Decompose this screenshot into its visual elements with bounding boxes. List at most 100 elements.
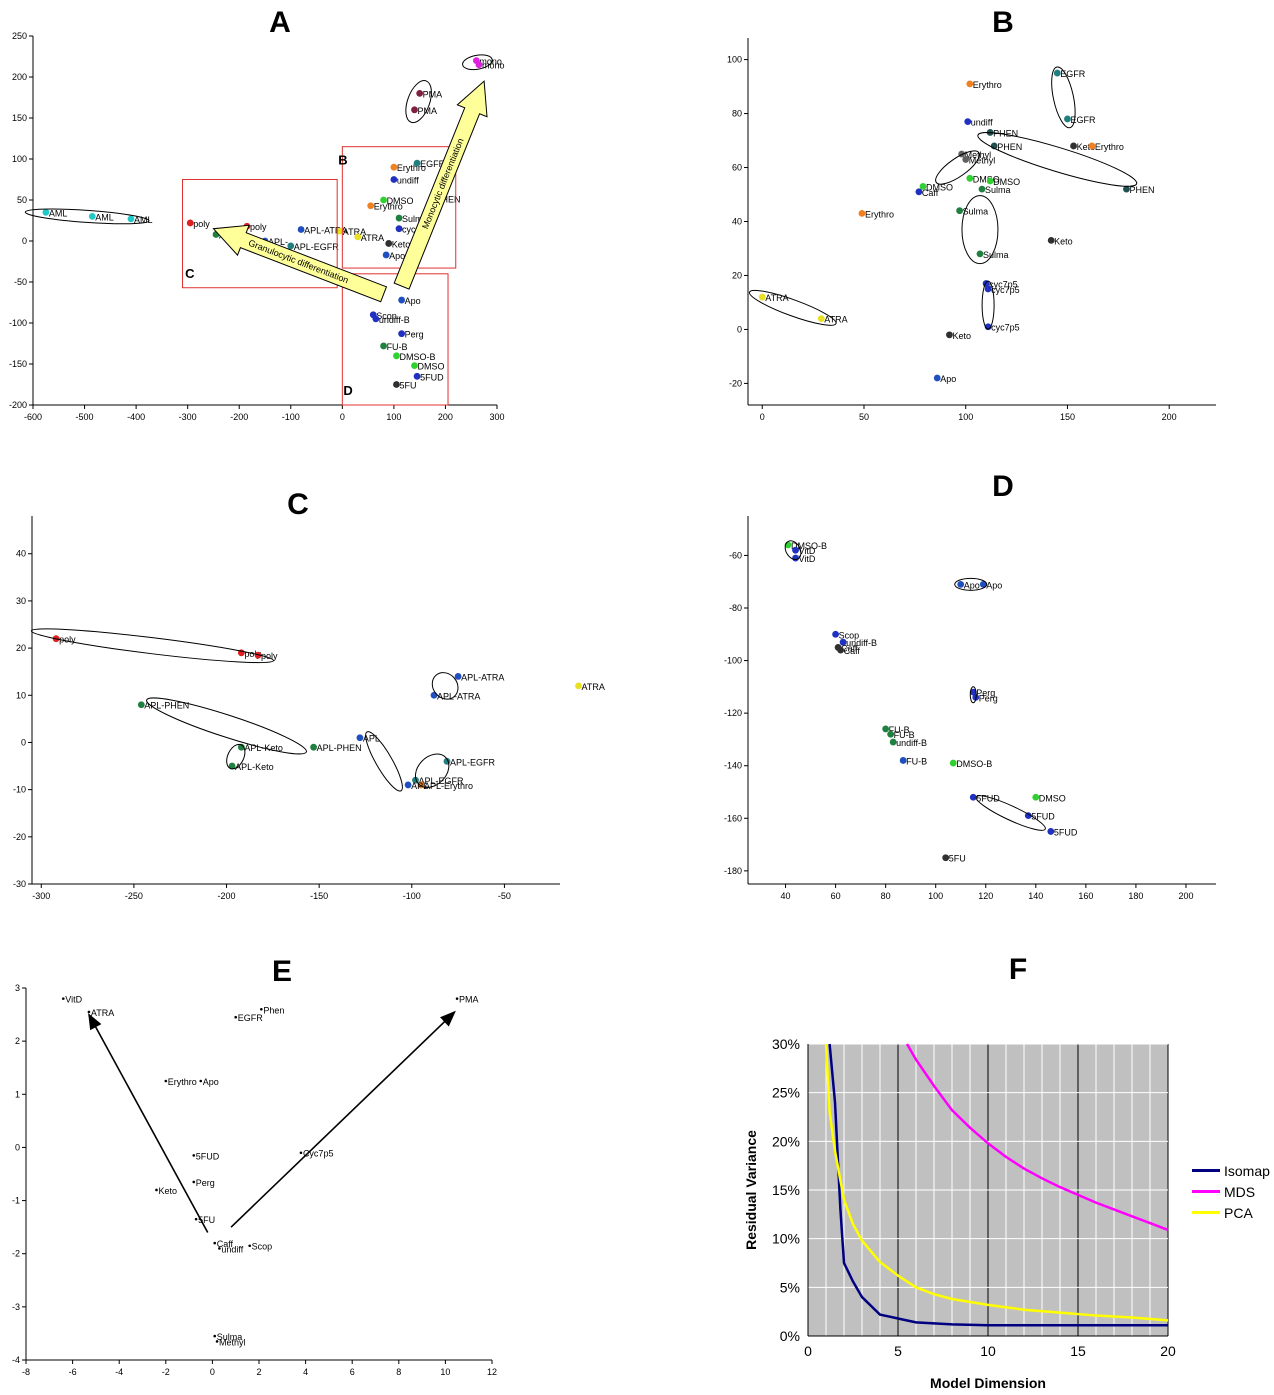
point-label: APL-Erythro bbox=[424, 781, 473, 791]
data-point bbox=[919, 183, 927, 190]
point-label: APL-PHEN bbox=[317, 743, 362, 753]
panel-b-title: B bbox=[992, 6, 1014, 39]
y-tick-label: -10 bbox=[13, 785, 26, 795]
x-tick-label: 6 bbox=[350, 1367, 355, 1377]
data-point bbox=[287, 242, 295, 250]
data-point bbox=[986, 177, 994, 185]
y-tick-label: -140 bbox=[724, 761, 742, 771]
y-tick-label: 10 bbox=[16, 690, 26, 700]
data-point bbox=[393, 352, 400, 360]
point-label: cyc bbox=[402, 225, 416, 235]
data-point bbox=[933, 374, 941, 382]
point-label: undiff bbox=[397, 176, 419, 186]
x-tick-label: 200 bbox=[1162, 412, 1177, 422]
cluster-ellipse bbox=[365, 731, 403, 792]
data-point bbox=[137, 701, 145, 709]
data-point bbox=[411, 106, 418, 114]
y-tick-label: -3 bbox=[12, 1302, 20, 1312]
y-tick-label: -160 bbox=[724, 813, 742, 823]
data-point bbox=[964, 118, 972, 126]
data-point bbox=[1123, 185, 1130, 193]
x-tick-label: 20 bbox=[1160, 1343, 1176, 1359]
y-tick-label: 5% bbox=[780, 1279, 800, 1295]
data-point bbox=[87, 1010, 91, 1014]
y-tick-label: 20 bbox=[732, 270, 742, 280]
chart-d: 40 60 80 100 120 140 160 180 200 -180 -160 -140 -120… bbox=[724, 516, 1216, 901]
x-tick-label: 0 bbox=[340, 412, 345, 422]
data-point bbox=[575, 682, 582, 690]
cluster-ellipse bbox=[784, 540, 802, 561]
data-point bbox=[962, 156, 970, 163]
panel-c-title: C bbox=[287, 488, 309, 521]
zoom-box-label: D bbox=[343, 383, 352, 398]
data-point bbox=[969, 793, 977, 801]
x-tick-label: 160 bbox=[1078, 891, 1093, 901]
data-point bbox=[336, 227, 344, 235]
y-tick-label: 0 bbox=[22, 236, 27, 246]
data-point bbox=[367, 202, 375, 210]
x-tick-label: -150 bbox=[310, 891, 328, 901]
chart-b: 0 50 100 150 200 -20 0 20 40 60 80 100 EGFR Erythro EG… bbox=[727, 38, 1216, 422]
data-point bbox=[234, 1015, 237, 1019]
point-label: 5FU bbox=[949, 854, 966, 864]
point-label: cyc7p5 bbox=[991, 285, 1020, 295]
data-point bbox=[915, 188, 923, 196]
y-tick-label: 2 bbox=[15, 1036, 20, 1046]
point-label: 5FU bbox=[198, 1215, 215, 1225]
point-label: Apo bbox=[940, 374, 956, 384]
y-tick-label: 250 bbox=[12, 31, 27, 41]
point-label: DMSO bbox=[973, 174, 1000, 184]
point-label: PMA bbox=[423, 89, 443, 99]
panel-e-title: E bbox=[271, 955, 292, 988]
point-label: Erythro bbox=[374, 202, 403, 212]
zoom-box bbox=[182, 179, 338, 289]
y-tick-label: -2 bbox=[12, 1249, 20, 1259]
point-label: Keto bbox=[952, 331, 971, 341]
data-point bbox=[969, 688, 977, 696]
data-point bbox=[966, 174, 974, 182]
chart-a: -600 -500 -400 -300 -200 -100 0 100 200 300-200-1… bbox=[9, 31, 505, 422]
point-label: 5FUD bbox=[976, 793, 1000, 803]
y-tick-label: -30 bbox=[13, 879, 26, 889]
data-point bbox=[413, 372, 421, 380]
data-point bbox=[889, 738, 897, 746]
point-label: APL-EGFR bbox=[294, 242, 340, 252]
series-line-isomap bbox=[828, 1043, 1168, 1327]
point-label: Phen bbox=[263, 1005, 284, 1015]
chart-c: -300 -250 -200 -150 -100 -50-30-20-1001020304… bbox=[13, 516, 605, 901]
x-tick-label: 5 bbox=[894, 1343, 902, 1359]
point-label: poly bbox=[261, 651, 278, 661]
cluster-ellipse bbox=[24, 208, 150, 225]
data-point bbox=[475, 61, 483, 69]
x-tick-label: -300 bbox=[32, 891, 50, 901]
x-tick-label: 12 bbox=[487, 1367, 497, 1377]
x-tick-label: 0 bbox=[760, 412, 765, 422]
data-point bbox=[1088, 142, 1096, 150]
cluster-ellipse bbox=[1051, 66, 1076, 129]
y-tick-label: 20% bbox=[772, 1133, 800, 1149]
cluster-ellipse bbox=[462, 54, 493, 71]
data-point bbox=[213, 1241, 217, 1245]
data-point bbox=[155, 1188, 158, 1192]
point-label: 5FU bbox=[399, 381, 416, 391]
point-label: PMA bbox=[459, 995, 479, 1005]
point-label: ATRA bbox=[343, 227, 366, 237]
x-tick-label: 0 bbox=[804, 1343, 812, 1359]
data-point bbox=[299, 1151, 303, 1155]
point-label: Caff bbox=[844, 646, 861, 656]
point-label: APL-Keto bbox=[235, 762, 274, 772]
y-tick-label: -120 bbox=[724, 708, 742, 718]
data-point bbox=[1070, 142, 1077, 150]
x-tick-label: 0 bbox=[210, 1367, 215, 1377]
data-point bbox=[1024, 812, 1032, 820]
data-point bbox=[979, 580, 987, 588]
point-label: APL-ATRA bbox=[437, 691, 480, 701]
data-point bbox=[194, 1217, 198, 1221]
point-label: DMSO bbox=[387, 196, 414, 206]
point-label: 5FUD bbox=[196, 1151, 220, 1161]
point-label: Erythro bbox=[1095, 142, 1124, 152]
point-label: VitD bbox=[799, 546, 816, 556]
y-tick-label: -4 bbox=[12, 1355, 20, 1365]
cluster-ellipse bbox=[405, 80, 432, 124]
